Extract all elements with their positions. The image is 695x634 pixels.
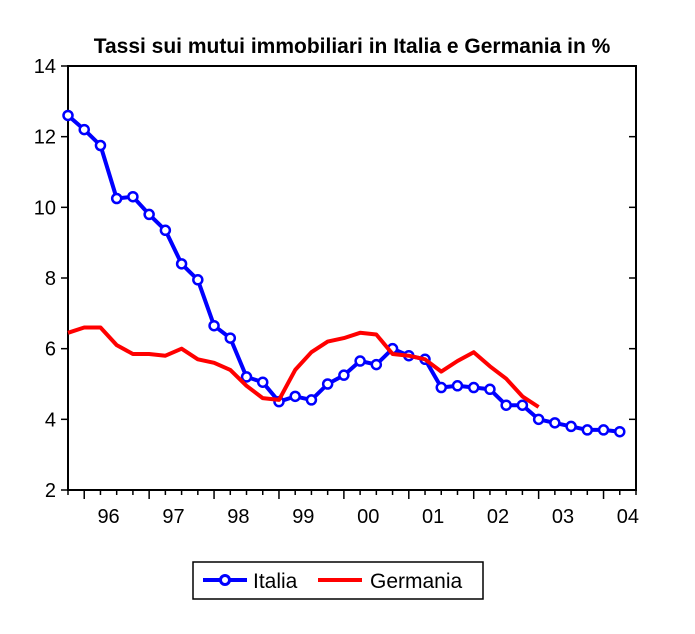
data-point-italia (354, 355, 366, 367)
data-point-italia (175, 258, 188, 270)
y-tick-label: 8 (45, 268, 56, 290)
data-point-italia (500, 399, 512, 411)
data-point-italia (338, 369, 350, 381)
x-tick-label: 03 (552, 506, 574, 528)
data-point-italia (565, 420, 577, 433)
data-point-italia (289, 390, 301, 403)
legend-label-italia: Italia (253, 570, 298, 593)
data-point-italia (435, 381, 448, 394)
data-point-italia (597, 424, 610, 436)
y-tick-label: 2 (45, 480, 56, 502)
data-point-italia (581, 424, 594, 436)
data-point-italia (159, 224, 172, 237)
x-tick-label: 00 (357, 506, 379, 528)
y-tick-label: 4 (45, 409, 56, 431)
data-point-italia (370, 358, 383, 371)
data-point-italia (614, 425, 626, 438)
y-tick-label: 10 (34, 197, 56, 219)
x-axis: 96 97 98 99 00 01 02 03 04 (67, 490, 639, 528)
x-tick-label: 02 (487, 506, 509, 528)
data-point-italia (305, 394, 318, 406)
x-tick-label: 96 (97, 506, 119, 528)
data-point-italia (240, 371, 253, 383)
x-tick-label: 98 (227, 506, 249, 528)
data-point-italia (451, 380, 464, 392)
x-tick-label: 97 (162, 506, 184, 528)
data-point-italia (532, 413, 545, 426)
legend: Italia Germania (192, 561, 484, 600)
series-line-germania (67, 325, 540, 409)
x-tick-label: 04 (617, 506, 639, 528)
x-tick-label: 99 (292, 506, 314, 528)
data-point-italia (62, 109, 74, 122)
chart-title: Tassi sui mutui immobiliari in Italia e … (94, 35, 611, 58)
y-tick-label: 12 (34, 127, 56, 149)
series-layer (62, 109, 626, 438)
data-point-italia (256, 376, 269, 388)
data-point-italia (127, 190, 139, 203)
legend-marker-italia (219, 574, 231, 586)
series-line-italia (66, 113, 621, 434)
data-point-italia (192, 274, 204, 286)
data-point-italia (484, 383, 496, 396)
y-tick-label: 14 (34, 56, 56, 78)
data-point-italia (516, 399, 529, 411)
data-point-italia (78, 123, 90, 136)
y-tick-label: 6 (45, 339, 56, 361)
data-point-italia (467, 381, 480, 394)
y-axis: 2 4 6 8 10 12 14 (34, 56, 636, 502)
data-point-italia (321, 378, 334, 390)
legend-label-germania: Germania (370, 570, 463, 593)
data-point-italia (143, 208, 155, 221)
data-point-italia (94, 139, 107, 152)
data-point-italia (208, 319, 220, 332)
x-tick-label: 01 (422, 506, 444, 528)
data-point-italia (549, 417, 561, 429)
data-point-italia (110, 192, 123, 205)
data-point-italia (224, 332, 237, 344)
